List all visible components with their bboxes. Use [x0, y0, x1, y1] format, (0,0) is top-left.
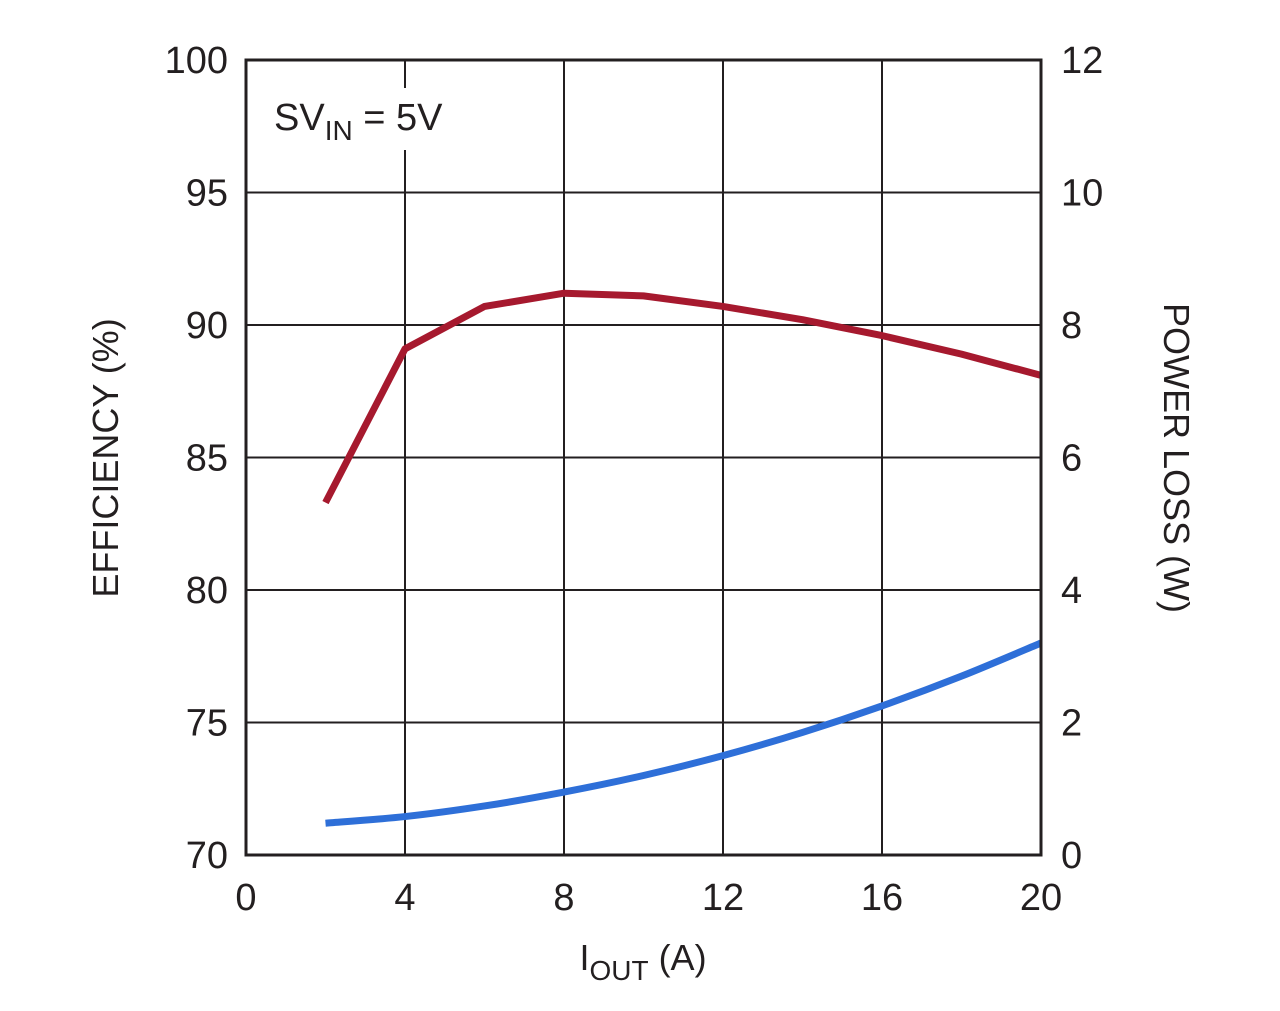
right-y-tick-label: 6 [1061, 438, 1082, 480]
right-y-tick-label: 8 [1061, 305, 1082, 347]
plot-frame [244, 58, 1043, 857]
left-y-tick-label: 85 [186, 438, 228, 480]
grid-lines [246, 60, 1041, 855]
left-y-axis-title: EFFICIENCY (%) [85, 318, 126, 597]
right-y-tick-label: 4 [1061, 570, 1082, 612]
x-tick-label: 8 [553, 877, 574, 919]
x-tick-label: 0 [235, 877, 256, 919]
x-axis-title: IOUT (A) [579, 937, 706, 986]
efficiency-series-line [322, 289, 1042, 505]
left-y-tick-label: 90 [186, 305, 228, 347]
series-lines [322, 289, 1043, 827]
left-y-tick-label: 75 [186, 703, 228, 745]
right-y-tick-label: 12 [1061, 40, 1103, 82]
x-tick-label: 20 [1020, 877, 1062, 919]
annotation-text: SVIN = 5V [274, 97, 443, 146]
right-y-tick-label: 2 [1061, 703, 1082, 745]
tick-labels: 0 4 8 12 16 20 70 75 80 85 90 95 100 0 2 4 6 8 10 12 [165, 40, 1104, 919]
left-y-tick-label: 70 [186, 835, 228, 877]
annotation-background [268, 88, 448, 150]
x-tick-label: 4 [394, 877, 415, 919]
right-y-axis-title: POWER LOSS (W) [1156, 303, 1197, 613]
left-y-tick-label: 80 [186, 570, 228, 612]
x-tick-label: 12 [702, 877, 744, 919]
right-y-tick-label: 0 [1061, 835, 1082, 877]
x-tick-label: 16 [861, 877, 903, 919]
left-y-tick-label: 95 [186, 173, 228, 215]
left-y-tick-label: 100 [165, 40, 228, 82]
power-loss-series-line [325, 639, 1043, 827]
right-y-tick-label: 10 [1061, 173, 1103, 215]
annotation-svin: SVIN = 5V [268, 88, 448, 150]
